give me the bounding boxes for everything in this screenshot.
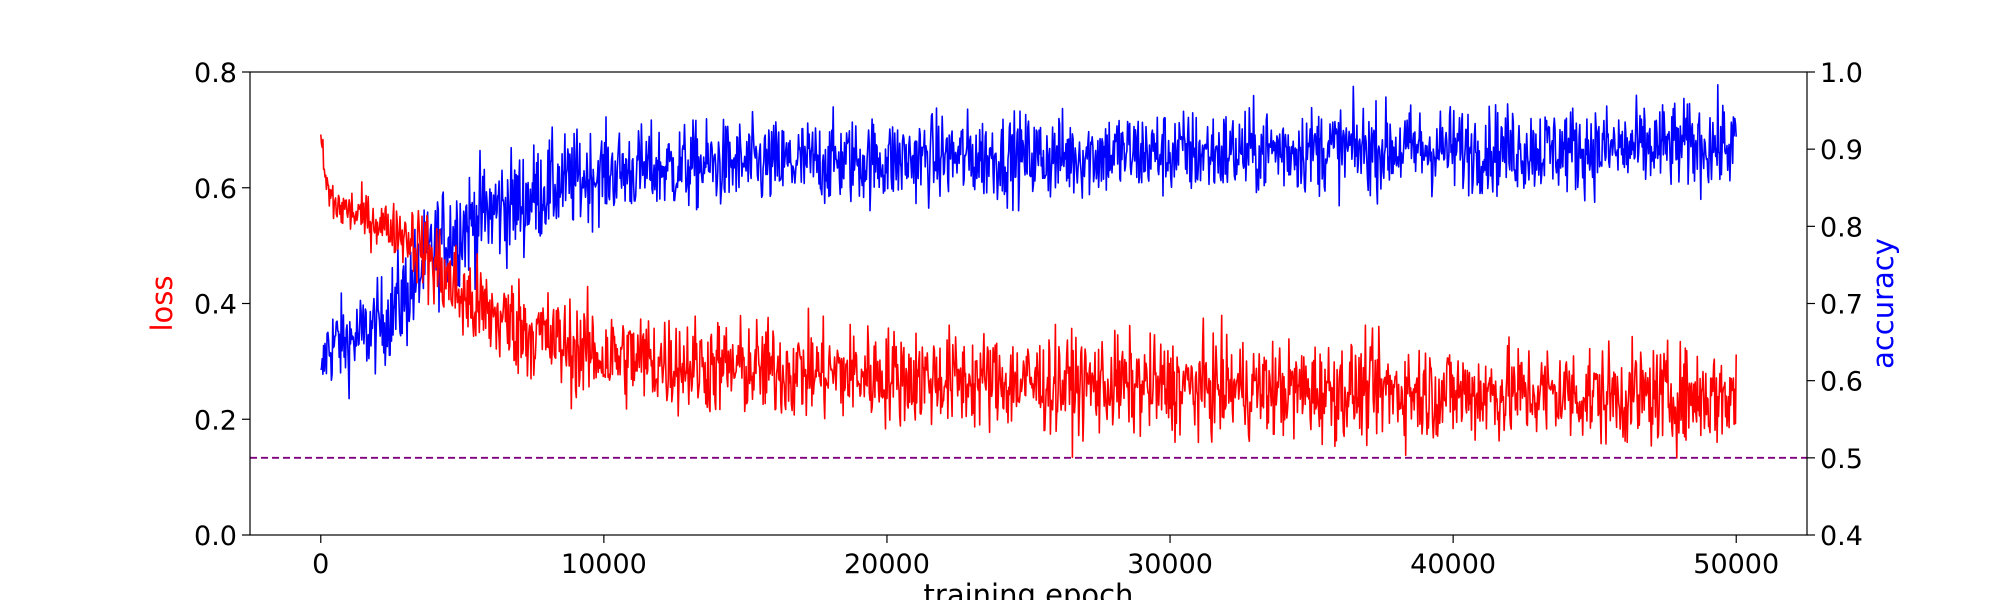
x-tick-label: 50000 — [1693, 549, 1779, 580]
right-y-tick-label: 0.5 — [1820, 444, 1863, 475]
right-y-tick-label: 0.8 — [1820, 212, 1863, 243]
x-axis-ticks: 0 10000 20000 30000 40000 50000 — [312, 535, 1779, 580]
x-tick-label: 10000 — [561, 549, 647, 580]
series-layer — [320, 84, 1737, 459]
x-tick-label: 30000 — [1127, 549, 1213, 580]
right-y-axis-ticks: 0.4 0.5 0.6 0.7 0.8 0.9 1.0 — [1807, 58, 1863, 552]
x-tick-label: 0 — [312, 549, 329, 580]
left-y-tick-label: 0.0 — [194, 521, 237, 552]
left-y-tick-label: 0.2 — [194, 405, 237, 436]
left-y-axis-ticks: 0.0 0.2 0.4 0.6 0.8 — [194, 58, 250, 552]
right-y-tick-label: 0.6 — [1820, 367, 1863, 398]
right-y-tick-label: 0.9 — [1820, 135, 1863, 166]
left-y-axis-label: loss — [145, 275, 179, 331]
left-y-tick-label: 0.8 — [194, 58, 237, 89]
x-tick-label: 40000 — [1410, 549, 1496, 580]
x-axis-label: training epoch — [924, 578, 1134, 600]
right-y-tick-label: 0.7 — [1820, 290, 1863, 321]
x-tick-label: 20000 — [844, 549, 930, 580]
loss-series-line — [320, 134, 1737, 459]
accuracy-series-line — [320, 84, 1737, 400]
right-y-tick-label: 1.0 — [1820, 58, 1863, 89]
left-y-tick-label: 0.6 — [194, 174, 237, 205]
right-y-axis-label: accuracy — [1866, 238, 1900, 369]
left-y-tick-label: 0.4 — [194, 290, 237, 321]
right-y-tick-label: 0.4 — [1820, 521, 1863, 552]
